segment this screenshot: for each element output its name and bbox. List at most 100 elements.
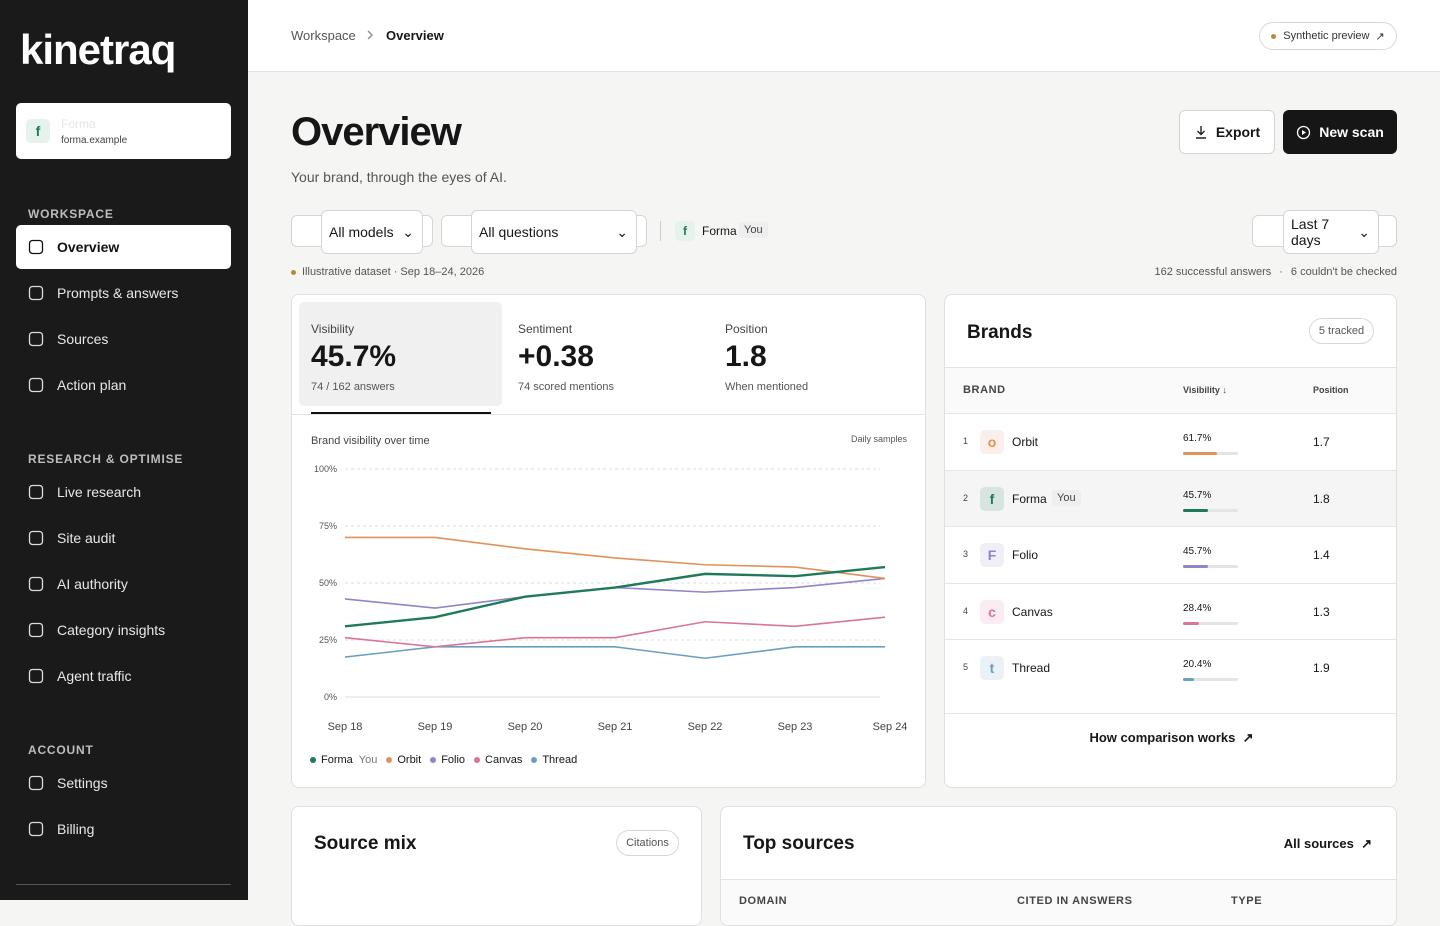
- preview-badge[interactable]: Synthetic preview ↗: [1259, 22, 1397, 50]
- column-header[interactable]: Visibility ↓: [1183, 385, 1227, 395]
- metric-value: +0.38: [518, 340, 594, 373]
- rank: 3: [963, 549, 969, 559]
- new-scan-button[interactable]: New scan: [1283, 110, 1397, 154]
- label: Export: [1215, 124, 1261, 140]
- legend-dot: [531, 757, 538, 763]
- brand-domain: forma.example: [61, 135, 128, 146]
- dot: [1271, 33, 1277, 39]
- position: 1.8: [1313, 491, 1330, 506]
- nav-item[interactable]: AI authority: [16, 562, 231, 606]
- legend-item: Forma You: [310, 754, 377, 766]
- nav-item[interactable]: Live research: [16, 470, 231, 514]
- label: All questions: [479, 224, 559, 240]
- metric-value: 45.7%: [311, 340, 397, 373]
- export-button[interactable]: Export: [1179, 110, 1275, 154]
- icon-shape: [28, 239, 44, 255]
- dataset: Illustrative dataset · Sep 18–24, 2026: [302, 266, 485, 278]
- brand-name: Canvas: [1012, 604, 1053, 619]
- nav-icon: [28, 484, 44, 500]
- metric[interactable]: Visibility 45.7% 74 / 162 answers: [299, 302, 502, 406]
- divider: [16, 884, 231, 885]
- nav-item[interactable]: Sources: [16, 317, 231, 361]
- icon-shape: [28, 821, 44, 837]
- icon-shape: [28, 530, 44, 546]
- legend-item: Canvas: [474, 754, 522, 766]
- metric-note: 74 scored mentions: [518, 381, 614, 393]
- rank: 1: [963, 436, 969, 446]
- breadcrumb-current: Overview: [386, 28, 444, 43]
- nav-label: AI authority: [57, 576, 128, 592]
- nav-label: Sources: [57, 331, 109, 347]
- sidebar: kinetraq f Forma forma.example WORKSPACE…: [0, 0, 248, 900]
- label: How comparison works: [1089, 730, 1236, 745]
- tab-underline: [311, 412, 491, 414]
- metric[interactable]: Sentiment +0.38 74 scored mentions: [506, 302, 709, 406]
- failed: 6 couldn't be checked: [1290, 266, 1397, 278]
- nav-item[interactable]: Billing: [16, 807, 231, 851]
- legend-label: Thread: [542, 754, 578, 766]
- line-chart: 0% 25% 50% 75% 100% Sep 18 Sep 19 Sep 20 Sep 21 S…: [314, 464, 907, 733]
- all-sources-link[interactable]: All sources ↗: [1283, 836, 1372, 851]
- position: 1.4: [1313, 548, 1330, 562]
- nav-label: Billing: [57, 821, 95, 837]
- metric-label: Visibility: [311, 322, 355, 336]
- metric[interactable]: Position 1.8 When mentioned: [713, 302, 916, 406]
- metric-label: Position: [725, 322, 768, 336]
- label: Visibility: [1183, 385, 1220, 395]
- y-tick-label: 75%: [319, 521, 337, 531]
- nav-icon: [28, 821, 44, 837]
- visibility: 20.4%: [1183, 659, 1212, 670]
- series-line: [344, 616, 886, 648]
- legend-item: Orbit: [386, 754, 421, 766]
- bar-track: [1183, 508, 1238, 512]
- top-sources-card: Top sources All sources ↗ DOMAIN CITED I…: [720, 806, 1397, 926]
- nav-icon: [28, 668, 44, 684]
- visibility: 45.7%: [1183, 489, 1212, 501]
- nav-item[interactable]: Action plan: [16, 363, 231, 407]
- brand-row: 4 c Canvas 28.4% 1.3: [945, 582, 1396, 640]
- legend-label: Forma: [321, 754, 353, 766]
- dataset-note: Illustrative dataset · Sep 18–24, 2026: [291, 266, 484, 278]
- column-header: DOMAIN: [739, 895, 788, 907]
- citations-badge[interactable]: Citations: [616, 830, 679, 856]
- column-header: CITED IN ANSWERS: [1017, 895, 1133, 907]
- nav-icon: [28, 377, 44, 393]
- rank: 4: [963, 605, 969, 616]
- nav-icon: [28, 775, 44, 791]
- nav-item[interactable]: Prompts & answers: [16, 271, 231, 315]
- brand-row: 2 f Forma You 45.7% 1.8: [945, 469, 1396, 527]
- nav-item[interactable]: Overview: [16, 225, 231, 269]
- range-filter[interactable]: Last 7 days ⌄: [1252, 210, 1397, 254]
- icon-shape: [28, 622, 44, 638]
- nav-item[interactable]: Settings: [16, 761, 231, 805]
- brand-switcher[interactable]: f Forma forma.example: [16, 103, 231, 159]
- bar-track: [1183, 678, 1238, 681]
- column-header: BRAND: [963, 384, 1006, 396]
- metric-note: 74 / 162 answers: [311, 381, 395, 393]
- breadcrumb[interactable]: Workspace: [291, 28, 356, 43]
- icon-shape: [28, 576, 44, 592]
- divider: [660, 221, 661, 241]
- label: Last 7 days: [1291, 216, 1330, 248]
- nav-item[interactable]: Site audit: [16, 516, 231, 560]
- model-filter[interactable]: All models ⌄: [291, 210, 433, 254]
- nav-icon: [28, 239, 44, 255]
- nav-item[interactable]: Category insights: [16, 608, 231, 652]
- x-tick-label: Sep 22: [688, 721, 723, 733]
- card-title: Brands: [967, 322, 1033, 343]
- label: New scan: [1319, 124, 1384, 140]
- series-line: [344, 565, 886, 628]
- nav-item[interactable]: Agent traffic: [16, 654, 231, 698]
- x-tick-label: Sep 20: [508, 721, 543, 733]
- brand-avatar: t: [980, 656, 1004, 680]
- visibility-bar: [1183, 621, 1199, 625]
- card-title: Top sources: [743, 833, 855, 854]
- y-tick-label: 0%: [324, 692, 337, 702]
- question-filter[interactable]: All questions ⌄: [441, 210, 647, 254]
- bar-track: [1183, 621, 1238, 625]
- nav-label: Action plan: [57, 377, 127, 393]
- comparison-link[interactable]: How comparison works ↗: [945, 713, 1396, 746]
- metric-value: 1.8: [725, 340, 767, 373]
- rank: 2: [963, 492, 969, 503]
